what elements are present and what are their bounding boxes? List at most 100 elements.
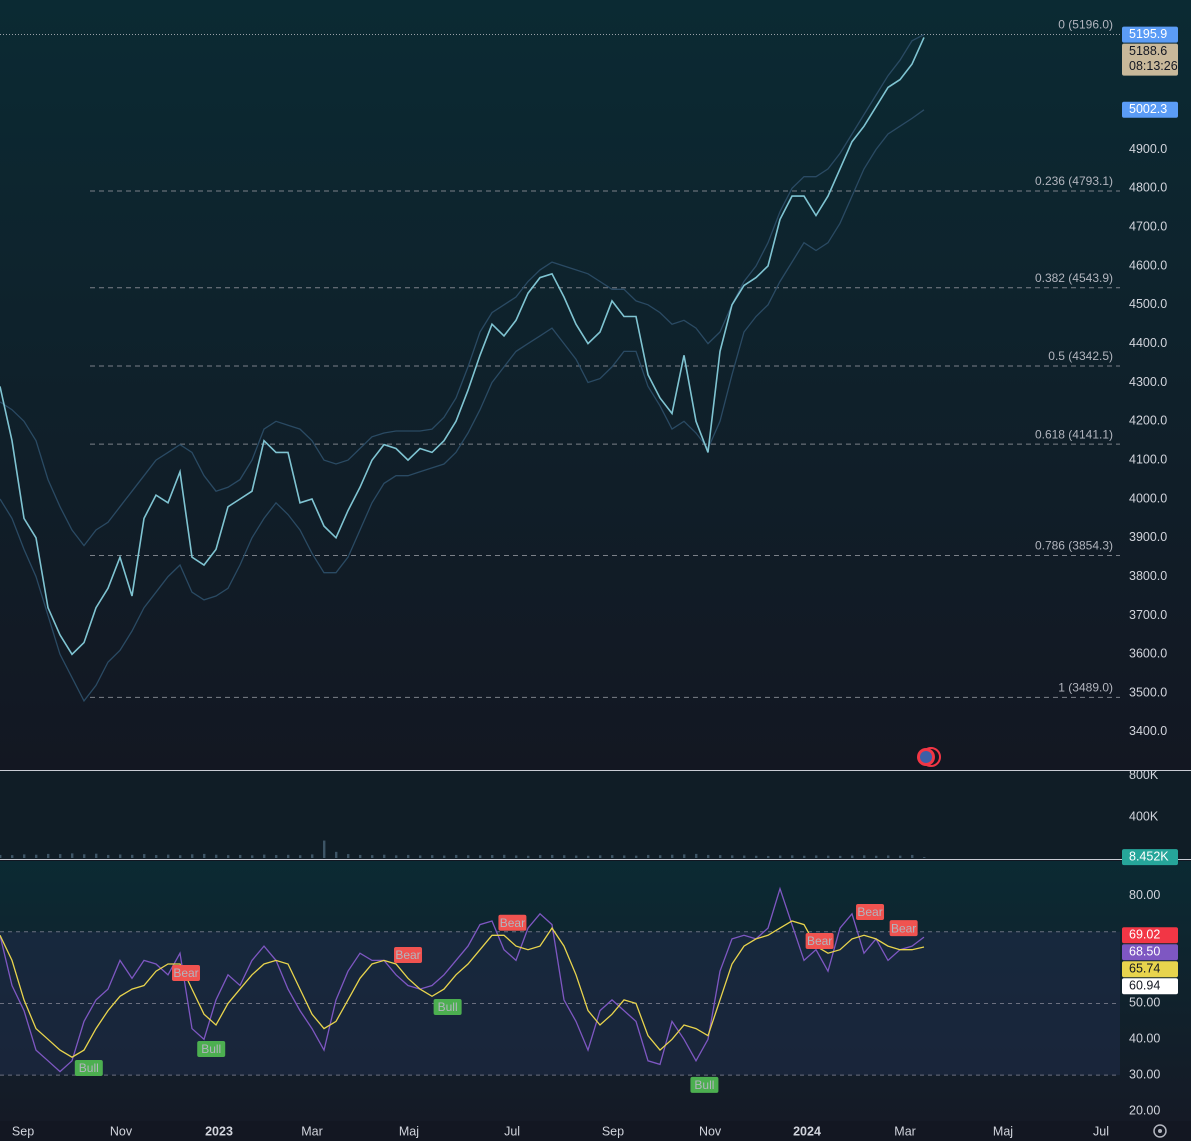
divergence-text: Bear [807, 934, 832, 948]
divergence-label: Bear [172, 964, 201, 981]
y-tick-label: 80.00 [1129, 888, 1160, 902]
volume-bar [143, 854, 146, 858]
y-tick-label: 4400.0 [1129, 336, 1167, 350]
volume-bar [155, 855, 158, 858]
divergence-box [690, 1076, 719, 1093]
volume-bar [455, 854, 458, 858]
divergence-text: Bull [438, 1000, 458, 1014]
price-tag [1122, 961, 1178, 978]
price-tag-label: 65.74 [1129, 962, 1160, 976]
volume-bar [887, 855, 890, 858]
y-tick-label: 3600.0 [1129, 647, 1167, 661]
divergence-label: Bear [889, 920, 918, 937]
countdown: 08:13:26 [1129, 59, 1178, 73]
volume-bar [359, 854, 362, 858]
x-tick-label: Maj [399, 1124, 419, 1138]
price-tag [1122, 849, 1178, 866]
volume-bar [491, 855, 494, 858]
volume-bar [299, 855, 302, 858]
volume-bar [911, 854, 914, 858]
volume-bar [251, 855, 254, 858]
volume-bar [659, 855, 662, 858]
volume-bar [71, 853, 74, 858]
y-tick-label: 4800.0 [1129, 181, 1167, 195]
volume-bar [83, 854, 86, 858]
fib-label: 0.618 (4141.1) [1035, 427, 1113, 441]
volume-bar [599, 855, 602, 858]
fib-label: 0.786 (3854.3) [1035, 539, 1113, 553]
x-tick-label: Sep [602, 1124, 624, 1138]
flag-icon[interactable] [917, 747, 941, 767]
divergence-box [498, 914, 527, 931]
divergence-box [889, 920, 918, 937]
divergence-text: Bear [500, 916, 525, 930]
volume-bar [575, 855, 578, 858]
volume-bar [863, 855, 866, 858]
x-tick-label: 2024 [793, 1124, 821, 1138]
y-tick-label: 4100.0 [1129, 452, 1167, 466]
volume-bar [59, 854, 62, 858]
divergence-label: Bear [498, 914, 527, 931]
volume-bar [191, 854, 194, 858]
volume-bar [779, 855, 782, 858]
price-tag [1122, 978, 1178, 995]
volume-bar [11, 855, 14, 858]
settings-icon[interactable] [1153, 1124, 1167, 1138]
series-line [0, 886, 925, 1073]
volume-bar [755, 855, 758, 858]
volume-bar [551, 854, 554, 858]
y-tick-label: 4200.0 [1129, 414, 1167, 428]
volume-bar [851, 855, 854, 858]
price-tag-label: 5195.9 [1129, 27, 1167, 41]
divergence-label: Bull [690, 1076, 719, 1093]
volume-bar [119, 854, 122, 858]
fib-label: 1 (3489.0) [1058, 681, 1113, 695]
y-tick-label: 40.00 [1129, 1032, 1160, 1046]
fib-label: 0.236 (4793.1) [1035, 174, 1113, 188]
y-tick-label: 3700.0 [1129, 608, 1167, 622]
volume-bar [167, 854, 170, 858]
volume-bar [827, 855, 830, 858]
volume-bar [563, 855, 566, 858]
volume-bar [107, 854, 110, 858]
volume-bar [515, 855, 518, 858]
x-tick-label: Maj [993, 1124, 1013, 1138]
x-tick-label: Mar [894, 1124, 916, 1138]
divergence-label: Bull [74, 1060, 103, 1076]
price-tag-label: 5188.6 [1129, 44, 1167, 58]
divergence-text: Bull [201, 1042, 221, 1056]
volume-bar [815, 855, 818, 858]
divergence-text: Bull [79, 1061, 99, 1075]
series-line [0, 109, 925, 703]
volume-bar [623, 855, 626, 858]
y-tick-label: 4000.0 [1129, 491, 1167, 505]
x-tick-label: Jul [1093, 1124, 1109, 1138]
volume-bar [323, 840, 326, 858]
y-tick-label: 3500.0 [1129, 685, 1167, 699]
price-tag [1122, 944, 1178, 961]
fib-label: 0 (5196.0) [1058, 18, 1113, 32]
volume-bar [611, 855, 614, 858]
price-tag [1122, 26, 1178, 43]
fib-label: 0.5 (4342.5) [1048, 349, 1113, 363]
price-tag-label: 68.50 [1129, 945, 1160, 959]
volume-bar [383, 854, 386, 858]
y-tick-label: 30.00 [1129, 1067, 1160, 1081]
volume-bar [263, 854, 266, 858]
divergence-box [394, 947, 423, 964]
divergence-label: Bull [197, 1040, 226, 1057]
price-tag-label: 5002.3 [1129, 102, 1167, 116]
price-tag [1122, 927, 1178, 944]
volume-bar [719, 855, 722, 858]
volume-bar [47, 853, 50, 858]
divergence-text: Bear [395, 948, 420, 962]
volume-bar [443, 855, 446, 858]
divergence-box [74, 1060, 103, 1076]
divergence-label: Bear [856, 904, 885, 920]
x-tick-label: 2023 [205, 1124, 233, 1138]
x-tick-label: Nov [699, 1124, 722, 1138]
volume-bar [23, 854, 26, 858]
volume-bar [731, 855, 734, 858]
